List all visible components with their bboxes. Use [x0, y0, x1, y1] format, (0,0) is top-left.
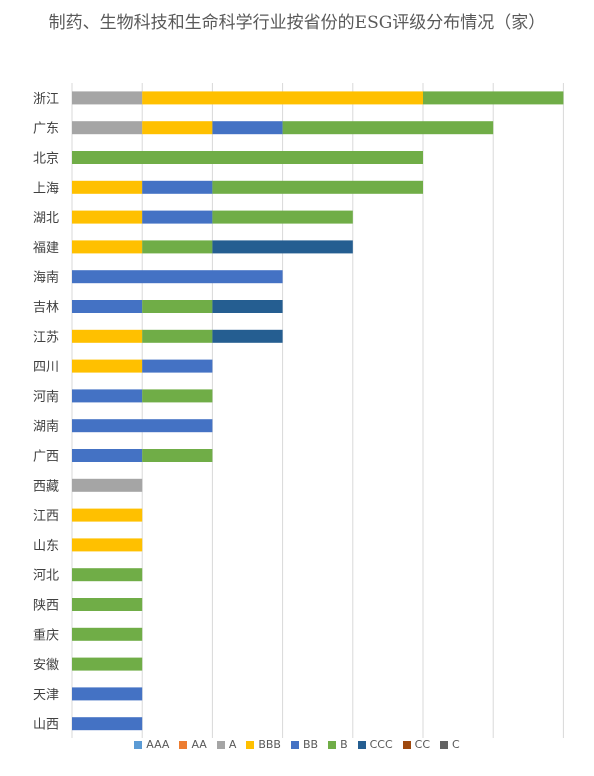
legend-swatch [290, 740, 299, 749]
category-label: 江西 [33, 509, 59, 524]
bar-segment [72, 359, 143, 373]
bar-segment [142, 329, 213, 343]
bar-segment [72, 598, 143, 611]
category-label: 湖南 [33, 419, 59, 435]
bar-segment [142, 359, 213, 373]
legend-label: AA [191, 738, 207, 751]
bar-segment [142, 300, 213, 313]
bar-segment [142, 389, 213, 403]
legend-label: B [340, 738, 348, 751]
category-label: 吉林 [33, 301, 59, 316]
legend-swatch [216, 740, 225, 749]
category-label: 河南 [33, 389, 59, 405]
category-label: 山东 [33, 539, 59, 554]
category-label: 西藏 [33, 479, 59, 494]
legend-item: CCC [357, 738, 393, 751]
legend-label: CC [414, 738, 431, 751]
legend-swatch [440, 740, 449, 749]
bar-segment [72, 389, 143, 403]
bar-segment [142, 91, 423, 105]
category-label: 福建 [33, 241, 59, 256]
legend-label: BB [302, 738, 319, 751]
category-label: 江苏 [33, 329, 59, 345]
legend-item: B [328, 738, 348, 751]
category-label: 湖北 [33, 211, 59, 226]
bar-segment [72, 210, 143, 224]
bar-segment [72, 627, 143, 641]
bar-segment [72, 657, 143, 671]
bar-segment [282, 121, 494, 135]
bar-segment [142, 449, 213, 462]
bar-segment [212, 300, 283, 313]
bar-segment [72, 240, 143, 254]
chart-title: 制药、生物科技和生命科学行业按省份的ESG评级分布情况（家） [48, 13, 546, 33]
bar-segment [72, 449, 143, 462]
legend-label: AAA [146, 738, 170, 751]
legend-item: CC [402, 738, 431, 751]
bar-segment [72, 568, 143, 582]
category-label: 安徽 [33, 658, 59, 673]
bar-segment [142, 121, 213, 135]
legend-item: AAA [134, 738, 169, 751]
bar-segment [72, 91, 143, 105]
bar-segment [212, 240, 353, 254]
bar-segment [212, 121, 283, 135]
bar-segment [423, 91, 564, 105]
legend-swatch [402, 740, 411, 749]
legend-item: A [216, 738, 237, 751]
category-label: 浙江 [33, 92, 59, 107]
legend-swatch [134, 740, 143, 749]
bar-segment [72, 478, 143, 492]
legend-item: BBB [246, 738, 281, 751]
legend-item: C [440, 738, 460, 751]
legend-swatch [179, 740, 188, 749]
bar-segment [142, 240, 213, 254]
bar-segment [72, 687, 143, 701]
bar-segment [212, 329, 283, 343]
bar-segment [72, 180, 143, 194]
category-label: 陕西 [33, 599, 59, 614]
legend-swatch [328, 740, 337, 749]
bar-segment [212, 210, 353, 224]
category-label: 重庆 [33, 627, 59, 643]
bar-segment [142, 210, 213, 224]
bar-segment [72, 270, 283, 284]
category-label: 天津 [33, 688, 59, 703]
bar-segment [142, 180, 213, 194]
legend-label: BBB [258, 738, 281, 751]
bar-segment [212, 180, 423, 194]
legend-label: C [452, 738, 460, 751]
bar-segment [72, 508, 143, 522]
bar-segment [72, 329, 143, 343]
legend-item: AA [179, 738, 207, 751]
category-label: 四川 [33, 360, 59, 375]
category-label: 北京 [33, 152, 59, 167]
bar-segment [72, 151, 423, 164]
legend-item: BB [290, 738, 319, 751]
bar-segment [72, 300, 143, 313]
category-label: 广西 [33, 450, 59, 465]
legend-label: CCC [369, 738, 393, 751]
category-label: 广东 [33, 122, 59, 137]
category-label: 海南 [33, 270, 59, 286]
bar-segment [72, 121, 143, 135]
legend-swatch [246, 740, 255, 749]
legend-label: A [228, 738, 237, 751]
bar-segment [72, 419, 213, 433]
category-label: 山西 [33, 718, 59, 733]
category-label: 上海 [33, 181, 59, 196]
bar-segment [72, 538, 143, 552]
legend-swatch [357, 740, 366, 749]
category-label: 河北 [33, 569, 59, 584]
bar-segment [72, 717, 143, 731]
chart-legend: AAA AA A BBB BB B CCC CC C [0, 738, 594, 751]
